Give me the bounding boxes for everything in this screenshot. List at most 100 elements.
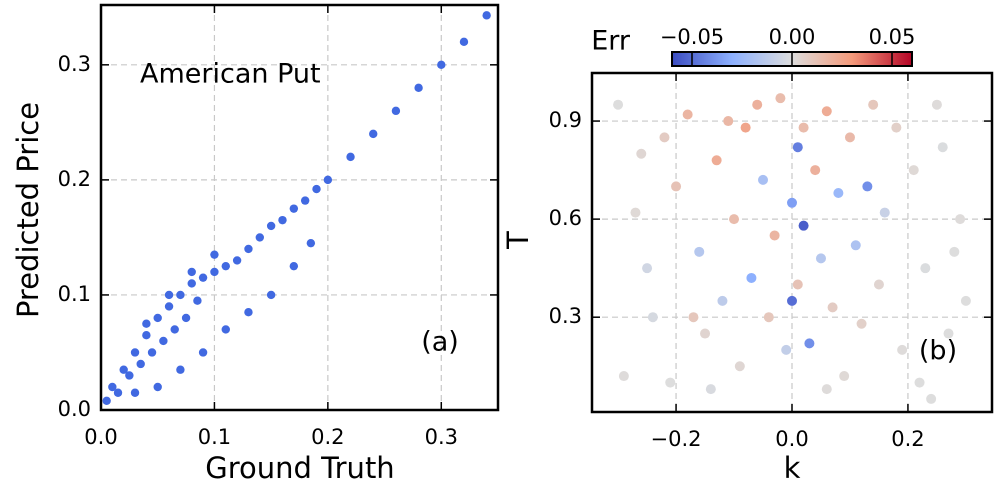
point (266, 290, 276, 300)
point (244, 244, 253, 254)
point (897, 344, 908, 355)
point (949, 246, 960, 257)
point (758, 174, 769, 185)
annotation: American Put (140, 59, 321, 90)
point (763, 312, 774, 323)
point (781, 344, 792, 355)
point (244, 308, 253, 317)
point (130, 348, 140, 357)
plot-frame (99, 3, 500, 412)
point (193, 296, 202, 305)
point (255, 233, 264, 242)
point (414, 83, 423, 93)
panel: −0.2 0.0 0.2 0.3 0.6 0.9 k T (b) −0.05 0.00 0.05 Err (501, 25, 994, 485)
point (908, 165, 919, 176)
points (102, 11, 491, 405)
point (176, 290, 185, 300)
point (113, 388, 123, 397)
point (391, 106, 401, 116)
point (752, 99, 763, 110)
x-axis-label: Ground Truth (205, 451, 394, 485)
y-tick-label: 0.0 (58, 397, 91, 421)
point (798, 122, 809, 133)
point (862, 181, 873, 192)
point (827, 302, 838, 313)
point (705, 384, 716, 395)
point (792, 279, 803, 290)
colorbar-tick-label: 0.00 (769, 25, 816, 49)
y-tick-label: 0.3 (549, 304, 582, 328)
point (142, 331, 151, 340)
point (792, 142, 803, 153)
point (815, 253, 826, 264)
point (775, 93, 786, 104)
point (147, 348, 157, 357)
point (306, 238, 316, 248)
x-tick-label: 0.1 (198, 425, 231, 449)
y-tick-label: 0.9 (549, 108, 582, 132)
point (346, 152, 355, 162)
point (711, 155, 722, 166)
x-axis-label: k (784, 451, 801, 485)
point (187, 279, 196, 288)
point (482, 11, 491, 20)
point (804, 338, 815, 349)
point (369, 129, 378, 139)
annotation: (b) (919, 336, 957, 367)
point (630, 207, 641, 218)
colorbar-label: Err (591, 26, 631, 57)
point (647, 312, 658, 323)
x-tick-label: −0.2 (651, 427, 702, 451)
y-tick-label: 0.6 (549, 206, 582, 230)
point (943, 328, 954, 339)
y-axis-label: T (501, 231, 535, 250)
point (181, 313, 191, 323)
point (323, 175, 333, 185)
point (642, 263, 653, 274)
point (659, 132, 670, 143)
point (159, 336, 168, 346)
point (221, 325, 230, 334)
point (931, 99, 942, 110)
point (694, 246, 705, 257)
point (723, 116, 734, 127)
point (142, 319, 151, 328)
point (798, 220, 809, 231)
point (879, 207, 890, 218)
panel: 0.0 0.1 0.2 0.3 0.0 0.1 0.2 0.3 Ground Truth Pred… (11, 3, 500, 485)
point (920, 263, 931, 274)
point (125, 371, 134, 380)
y-tick-label: 0.3 (58, 52, 91, 76)
point (821, 384, 832, 395)
points (613, 93, 971, 404)
point (734, 361, 745, 372)
point (850, 240, 861, 251)
point (266, 221, 276, 231)
x-tick-label: 0.0 (775, 427, 808, 451)
point (312, 184, 321, 194)
point (618, 371, 629, 382)
point (437, 60, 446, 70)
point (164, 302, 174, 311)
point (636, 148, 647, 159)
annotation: (a) (421, 327, 459, 358)
point (459, 37, 469, 47)
point (198, 273, 208, 282)
point (955, 214, 966, 225)
point (613, 99, 624, 110)
point (891, 122, 902, 133)
point (868, 99, 879, 110)
point (232, 256, 242, 265)
point (856, 318, 867, 329)
point (810, 165, 821, 176)
point (108, 382, 117, 392)
point (688, 312, 699, 323)
point (769, 230, 780, 241)
colorbar-tick-label: 0.05 (869, 25, 916, 49)
point (787, 197, 797, 208)
y-axis-label: Predicted Price (11, 102, 45, 318)
point (210, 267, 219, 277)
point (844, 132, 855, 143)
x-tick-label: 0.2 (891, 427, 924, 451)
